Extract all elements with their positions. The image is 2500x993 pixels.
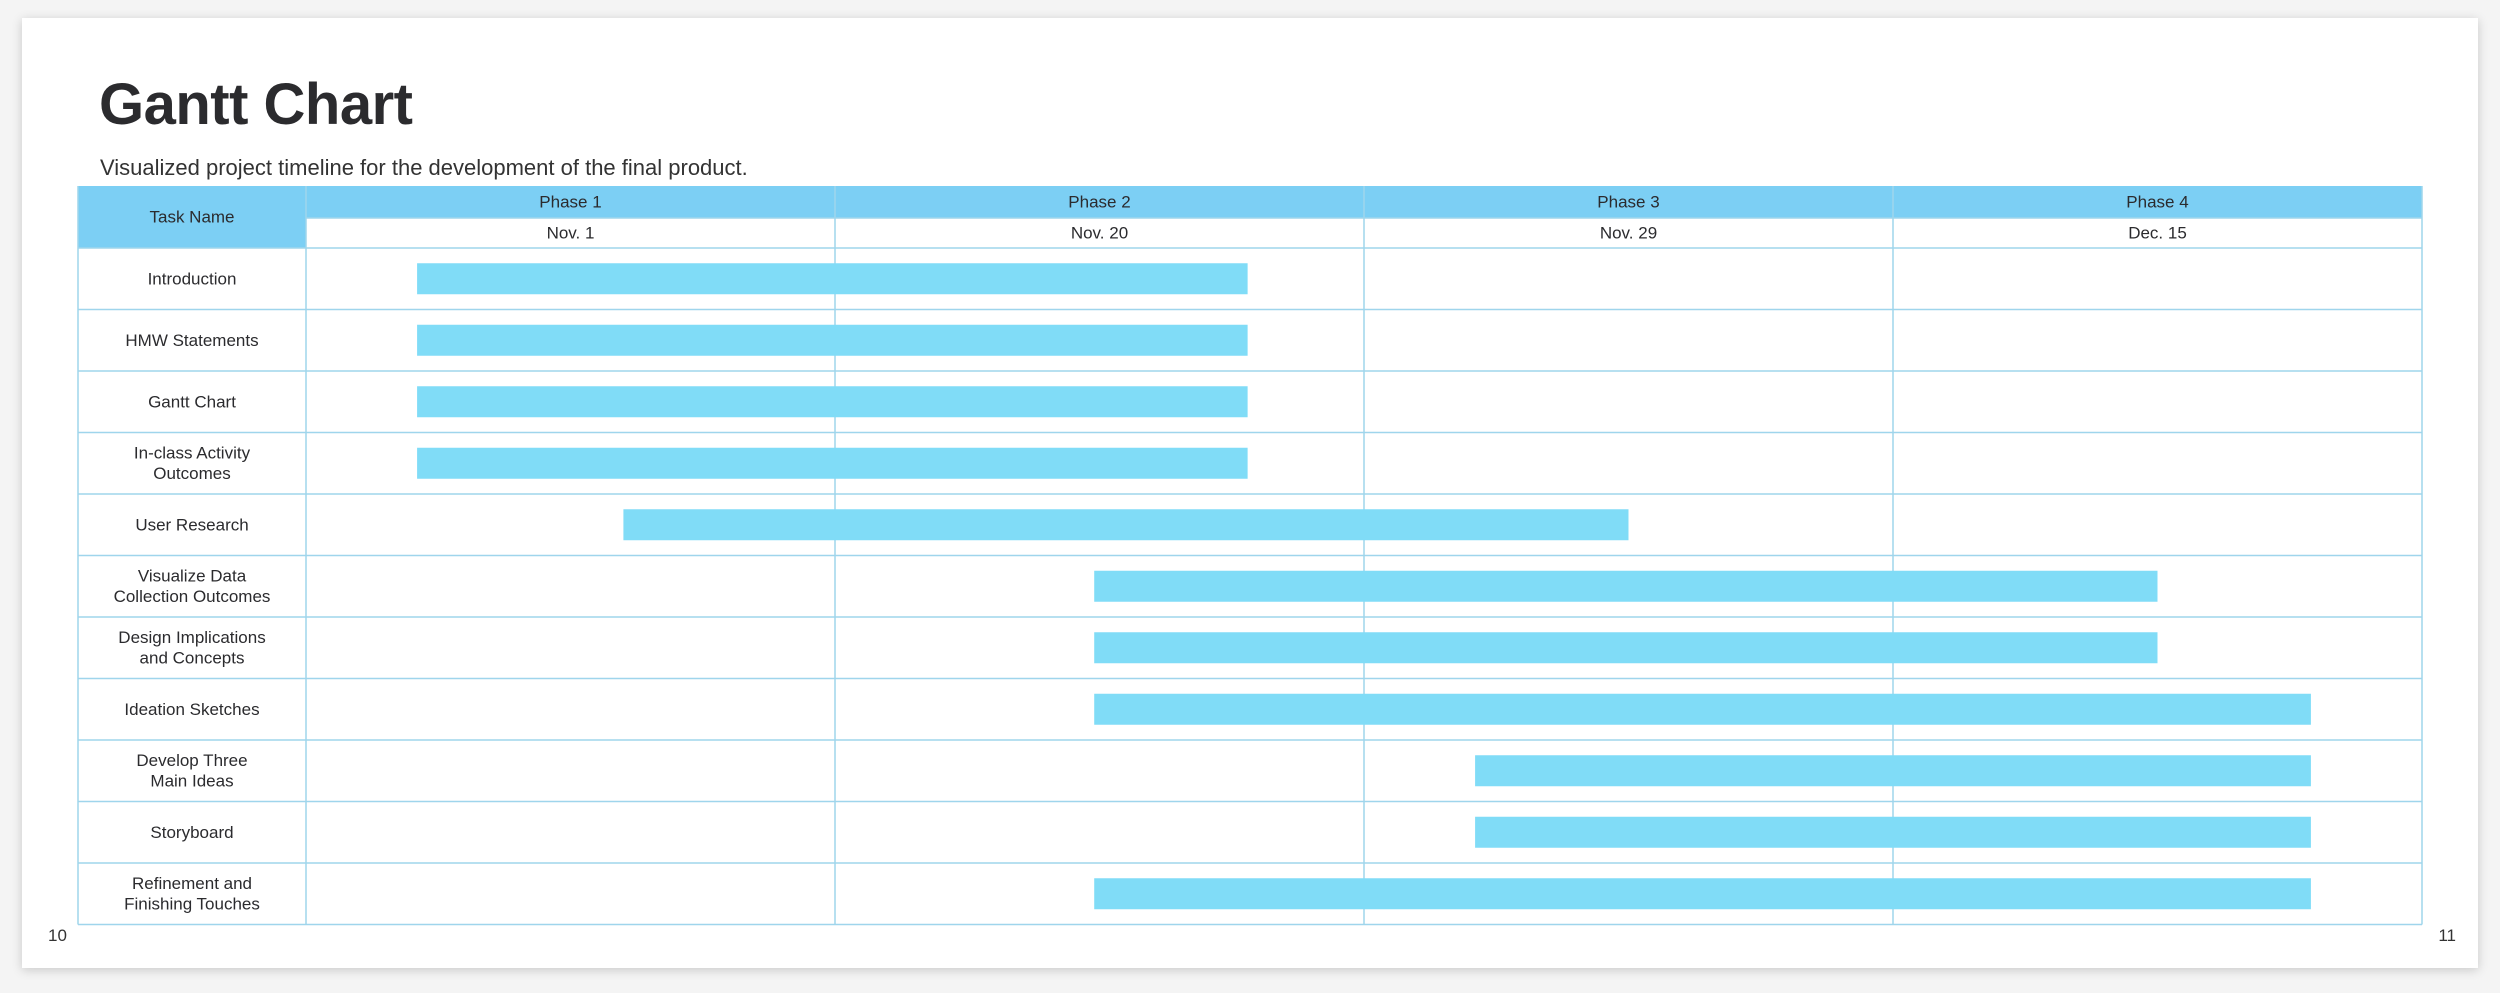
gantt-chart: Task Name Phase 1 Nov. 1 Phase 2 Nov. 20 Phas… xyxy=(77,186,2423,926)
task-bar xyxy=(417,324,1248,356)
task-name-label: HMW Statements xyxy=(125,331,258,350)
task-name-label: Visualize Data xyxy=(138,567,247,586)
phase-label: Phase 2 xyxy=(1068,193,1130,212)
task-name-label: Storyboard xyxy=(150,823,233,842)
task-name-label: Refinement and xyxy=(132,874,252,893)
phase-label: Phase 3 xyxy=(1597,193,1659,212)
task-bar xyxy=(1094,693,2311,725)
page-number-left: 10 xyxy=(48,926,67,945)
task-name-label: Collection Outcomes xyxy=(114,587,271,606)
phase-date-label: Dec. 15 xyxy=(2128,224,2187,243)
task-name-label: Gantt Chart xyxy=(148,392,236,411)
phase-label: Phase 1 xyxy=(539,193,601,212)
phase-date-label: Nov. 1 xyxy=(547,224,595,243)
task-name-label: Finishing Touches xyxy=(124,895,260,914)
task-name-label: and Concepts xyxy=(140,649,245,668)
task-bar xyxy=(417,386,1248,418)
task-bar xyxy=(1475,816,2311,848)
task-name-label: Ideation Sketches xyxy=(124,700,259,719)
task-bar xyxy=(1094,878,2311,910)
task-name-header-cell xyxy=(78,186,306,248)
document-page: Gantt Chart Visualized project timeline … xyxy=(22,18,2478,968)
phase-date-label: Nov. 29 xyxy=(1600,224,1657,243)
task-name-label: In-class Activity xyxy=(134,444,251,463)
task-bar xyxy=(1094,570,2158,602)
page-title: Gantt Chart xyxy=(99,72,413,137)
task-bar xyxy=(1475,755,2311,787)
task-name-label: Introduction xyxy=(148,269,237,288)
task-name-label: Design Implications xyxy=(118,628,265,647)
task-bar xyxy=(1094,632,2158,664)
task-name-header-label: Task Name xyxy=(149,208,234,227)
task-name-label: User Research xyxy=(135,515,248,534)
task-name-label: Develop Three xyxy=(136,751,247,770)
task-name-label: Main Ideas xyxy=(150,772,233,791)
phase-label: Phase 4 xyxy=(2126,193,2188,212)
task-name-label: Outcomes xyxy=(153,464,230,483)
task-bar xyxy=(417,447,1248,479)
page-number-right: 11 xyxy=(2438,926,2456,945)
task-bar xyxy=(417,263,1248,295)
page-subtitle: Visualized project timeline for the deve… xyxy=(100,155,748,180)
phase-date-label: Nov. 20 xyxy=(1071,224,1128,243)
task-bar xyxy=(623,509,1629,541)
